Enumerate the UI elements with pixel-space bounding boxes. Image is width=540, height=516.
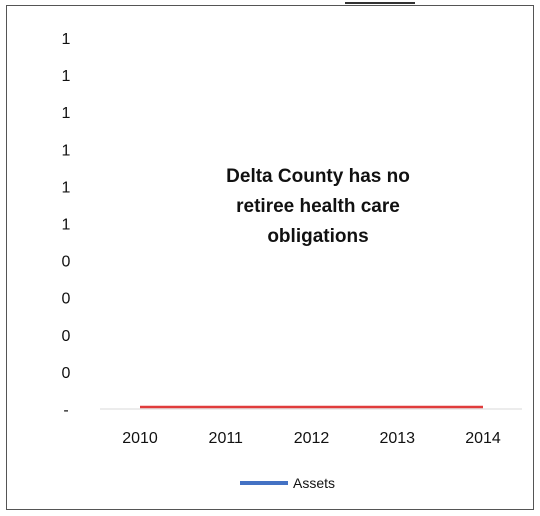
chart-annotation: Delta County has no retiree health care … [226,166,410,247]
x-tick-label: 2012 [294,430,330,447]
x-tick-label: 2011 [209,430,244,447]
x-tick-label: 2010 [122,430,158,447]
legend-label-assets: Assets [293,475,335,491]
chart-frame [6,5,534,510]
y-tick-label: 0 [62,328,71,345]
y-axis-ticks: 1 1 1 1 1 1 0 0 0 0 - [62,31,71,419]
x-axis-ticks: 2010 2011 2012 2013 2014 [122,430,501,447]
legend: Assets [240,475,335,491]
y-tick-label: 0 [62,291,71,308]
top-border-fragment [345,2,415,4]
y-tick-label: 1 [62,31,71,48]
y-tick-label: 1 [62,217,71,234]
y-tick-label: 1 [62,105,71,122]
y-tick-label: 1 [62,68,71,85]
annotation-line-1: Delta County has no [226,166,410,187]
y-tick-label: 0 [62,254,71,271]
x-tick-label: 2014 [465,430,501,447]
x-tick-label: 2013 [379,430,415,447]
y-tick-label: 1 [62,179,71,196]
y-tick-label: - [63,402,68,419]
annotation-line-3: obligations [267,226,368,247]
annotation-line-2: retiree health care [236,196,400,217]
y-tick-label: 0 [62,365,71,382]
y-tick-label: 1 [62,142,71,159]
